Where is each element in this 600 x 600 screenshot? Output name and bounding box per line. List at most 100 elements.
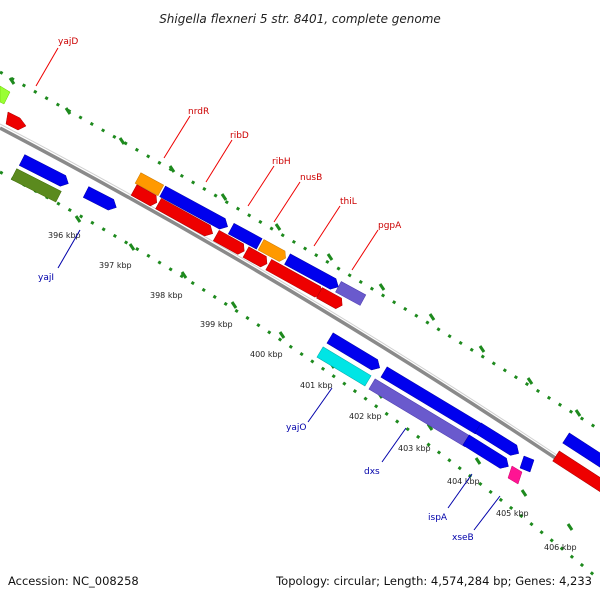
- gene-label-yajI[interactable]: yajI: [38, 273, 54, 283]
- leader-line: [205, 139, 233, 183]
- inner-major-tick: [520, 489, 528, 497]
- gene-arrow-blue-nusB[interactable]: [284, 253, 342, 292]
- outer-major-tick: [574, 409, 582, 417]
- gene-arrow-orange-nrdR[interactable]: [134, 172, 165, 197]
- gene-group-nrdR-ribD: [134, 172, 367, 306]
- gene-label-yajD[interactable]: yajD: [58, 37, 78, 47]
- gene-group-olive: [10, 168, 62, 203]
- gene-group-blue-small: [82, 186, 119, 213]
- leader-line: [273, 181, 301, 223]
- gene-arrow-magenta[interactable]: [507, 465, 523, 485]
- gene-group-yajO: [316, 346, 372, 387]
- gene-arrow-red[interactable]: [316, 287, 346, 311]
- gene-label-nrdR[interactable]: nrdR: [188, 107, 209, 117]
- gene-label-yajO[interactable]: yajO: [286, 423, 306, 433]
- backbone-inner-line: [0, 123, 600, 485]
- gene-group-right-edge-red: [552, 450, 600, 500]
- kbp-label: 400 kbp: [250, 350, 283, 359]
- inner-major-tick: [474, 457, 482, 465]
- gene-arrow-blue-small[interactable]: [519, 455, 535, 473]
- gene-arrow-blue[interactable]: [82, 186, 119, 213]
- kbp-label: 403 kbp: [398, 444, 431, 453]
- gene-arrow-red[interactable]: [130, 184, 160, 208]
- leader-line: [163, 115, 191, 159]
- inner-major-tick: [230, 301, 238, 309]
- gene-label-ribH[interactable]: ribH: [272, 157, 291, 167]
- outer-major-tick: [220, 193, 228, 201]
- outer-major-tick: [168, 165, 176, 173]
- kbp-label: 397 kbp: [99, 261, 132, 270]
- gene-group-middle-blue: [326, 332, 383, 373]
- gene-label-dxs[interactable]: dxs: [364, 467, 380, 477]
- leader-line: [57, 229, 81, 269]
- gene-arrow-blue[interactable]: [562, 432, 600, 477]
- gene-arrow-blue-ribD[interactable]: [159, 185, 231, 232]
- gene-label-xseB[interactable]: xseB: [452, 533, 474, 543]
- kbp-label: 401 kbp: [300, 381, 333, 390]
- gene-arrow-red[interactable]: [242, 246, 270, 269]
- gene-group-yajI: [18, 154, 71, 189]
- gene-group-ispA: [368, 378, 472, 448]
- gene-arrow-red[interactable]: [212, 229, 247, 256]
- outer-major-tick: [118, 137, 126, 145]
- gene-arrow-red[interactable]: [552, 450, 600, 500]
- outer-major-tick: [428, 313, 436, 321]
- inner-major-tick: [128, 243, 136, 251]
- leader-line: [307, 387, 333, 423]
- kbp-labels: 396 kbp 397 kbp 398 kbp 399 kbp 400 kbp …: [48, 231, 577, 552]
- gene-arrow-red[interactable]: [5, 111, 27, 131]
- kbp-label: 404 kbp: [447, 477, 480, 486]
- leader-line: [313, 205, 341, 247]
- gene-labels-bottom: yajI yajO dxs ispA xseB: [38, 229, 501, 543]
- gene-arrow-red[interactable]: [155, 197, 216, 239]
- genes-outer-strand: [0, 85, 600, 500]
- genome-summary-text: Topology: circular; Length: 4,574,284 bp…: [275, 574, 592, 588]
- gene-label-ispA[interactable]: ispA: [428, 513, 448, 523]
- kbp-label: 405 kbp: [496, 509, 529, 518]
- gene-arrow-blue[interactable]: [462, 434, 512, 472]
- gene-arrow-olive[interactable]: [10, 168, 62, 203]
- gene-arrow-purple-ispA[interactable]: [368, 378, 472, 448]
- leader-line: [381, 427, 407, 463]
- outer-major-tick: [8, 77, 16, 85]
- kbp-label: 398 kbp: [150, 291, 183, 300]
- outer-major-tick: [526, 377, 534, 385]
- gene-group-red-outer: [130, 184, 346, 311]
- backbone-outer-line: [0, 126, 600, 490]
- gene-arrow-orange-ribH[interactable]: [257, 239, 288, 264]
- outer-tick-track: [0, 70, 600, 432]
- gene-arrow-cyan-yajO[interactable]: [316, 346, 372, 387]
- outer-major-tick: [326, 253, 334, 261]
- leader-line: [351, 229, 379, 271]
- inner-major-tick: [278, 331, 286, 339]
- kbp-label: 396 kbp: [48, 231, 81, 240]
- genes-inner-strand: [10, 154, 535, 485]
- inner-major-tick: [180, 271, 188, 279]
- gene-arrow-lime[interactable]: [0, 85, 11, 105]
- map-title: Shigella flexneri 5 str. 8401, complete …: [159, 12, 441, 26]
- gene-group-ispA-blue: [462, 434, 512, 472]
- gene-label-pgpA[interactable]: pgpA: [378, 221, 402, 231]
- leader-line: [447, 473, 473, 509]
- gene-arrow-blue-xseB[interactable]: [474, 422, 522, 459]
- gene-arrow-blue-ribD2[interactable]: [227, 222, 263, 250]
- gene-arrow-blue[interactable]: [18, 154, 71, 189]
- gene-group-xseB: [474, 422, 522, 459]
- outer-major-tick: [378, 283, 386, 291]
- leader-line: [473, 495, 501, 531]
- gene-arrow-purple-thiL[interactable]: [335, 281, 367, 306]
- outer-major-tick: [478, 345, 486, 353]
- leader-line: [35, 47, 59, 87]
- kbp-label: 399 kbp: [200, 320, 233, 329]
- accession-text: Accession: NC_008258: [8, 574, 139, 588]
- gene-arrow-blue[interactable]: [326, 332, 383, 373]
- gene-label-ribD[interactable]: ribD: [230, 131, 249, 141]
- inner-major-tick: [566, 523, 574, 531]
- leader-line: [247, 165, 275, 207]
- gene-label-thiL[interactable]: thiL: [340, 197, 357, 207]
- gene-label-nusB[interactable]: nusB: [300, 173, 322, 183]
- outer-major-tick: [64, 107, 72, 115]
- inner-major-tick: [74, 215, 82, 223]
- gene-group-right-edge: [562, 432, 600, 477]
